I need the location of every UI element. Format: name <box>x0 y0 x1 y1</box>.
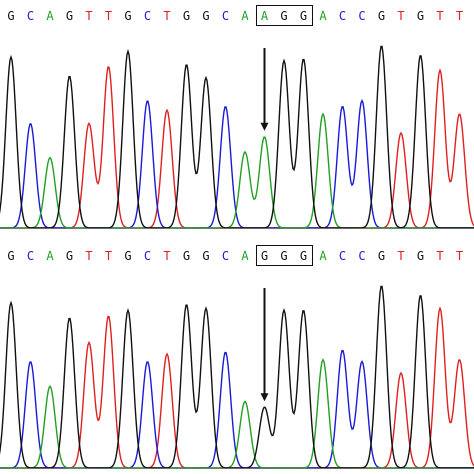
base-call-c: C <box>221 9 230 23</box>
base-call-g: G <box>280 9 288 23</box>
base-call-t: T <box>436 249 444 263</box>
trace-g <box>0 45 474 229</box>
base-call-a: A <box>241 9 249 23</box>
base-call-g: G <box>377 9 386 23</box>
base-call-a: A <box>260 9 269 23</box>
base-call-g: G <box>416 9 425 23</box>
base-call-c: C <box>26 9 35 23</box>
base-call-t: T <box>163 9 171 23</box>
trace-plot <box>0 45 474 229</box>
trace-plot <box>0 285 474 469</box>
base-call-t: T <box>397 249 405 263</box>
base-call-g: G <box>124 9 132 23</box>
base-call-c: C <box>358 9 366 23</box>
base-call-g: G <box>280 249 288 263</box>
base-call-g: G <box>182 249 191 263</box>
base-call-t: T <box>104 9 113 23</box>
base-call-g: G <box>65 9 74 23</box>
base-call-c: C <box>26 249 35 263</box>
base-call-c: C <box>143 249 152 263</box>
trace-a <box>0 112 474 229</box>
base-call-g: G <box>182 9 191 23</box>
base-call-g: G <box>202 9 210 23</box>
base-call-c: C <box>358 249 366 263</box>
base-call-a: A <box>241 249 249 263</box>
base-call-g: G <box>260 249 269 263</box>
trace-a <box>0 358 474 469</box>
base-call-a: A <box>46 9 54 23</box>
base-call-g: G <box>202 249 210 263</box>
base-call-a: A <box>319 249 327 263</box>
base-call-g: G <box>7 249 15 263</box>
base-call-g: G <box>65 249 74 263</box>
base-call-a: A <box>319 9 327 23</box>
base-call-c: C <box>338 9 347 23</box>
variant-arrow-icon <box>260 288 269 402</box>
codon-highlight-box <box>255 5 313 26</box>
variant-arrow-icon <box>260 48 269 131</box>
base-call-g: G <box>299 249 308 263</box>
base-call-c: C <box>221 249 230 263</box>
base-call-a: A <box>46 249 54 263</box>
base-call-g: G <box>299 9 308 23</box>
base-call-g: G <box>7 9 15 23</box>
base-call-t: T <box>104 249 113 263</box>
panel-divider <box>0 236 474 238</box>
base-call-g: G <box>377 249 386 263</box>
base-call-t: T <box>397 9 405 23</box>
base-call-c: C <box>338 249 347 263</box>
base-call-t: T <box>455 249 464 263</box>
base-call-t: T <box>85 9 93 23</box>
base-call-t: T <box>436 9 444 23</box>
base-call-c: C <box>143 9 152 23</box>
base-call-t: T <box>455 9 464 23</box>
base-call-g: G <box>416 249 425 263</box>
base-call-t: T <box>163 249 171 263</box>
codon-highlight-box <box>255 245 313 266</box>
trace-g <box>0 285 474 469</box>
base-call-t: T <box>85 249 93 263</box>
base-call-g: G <box>124 249 132 263</box>
